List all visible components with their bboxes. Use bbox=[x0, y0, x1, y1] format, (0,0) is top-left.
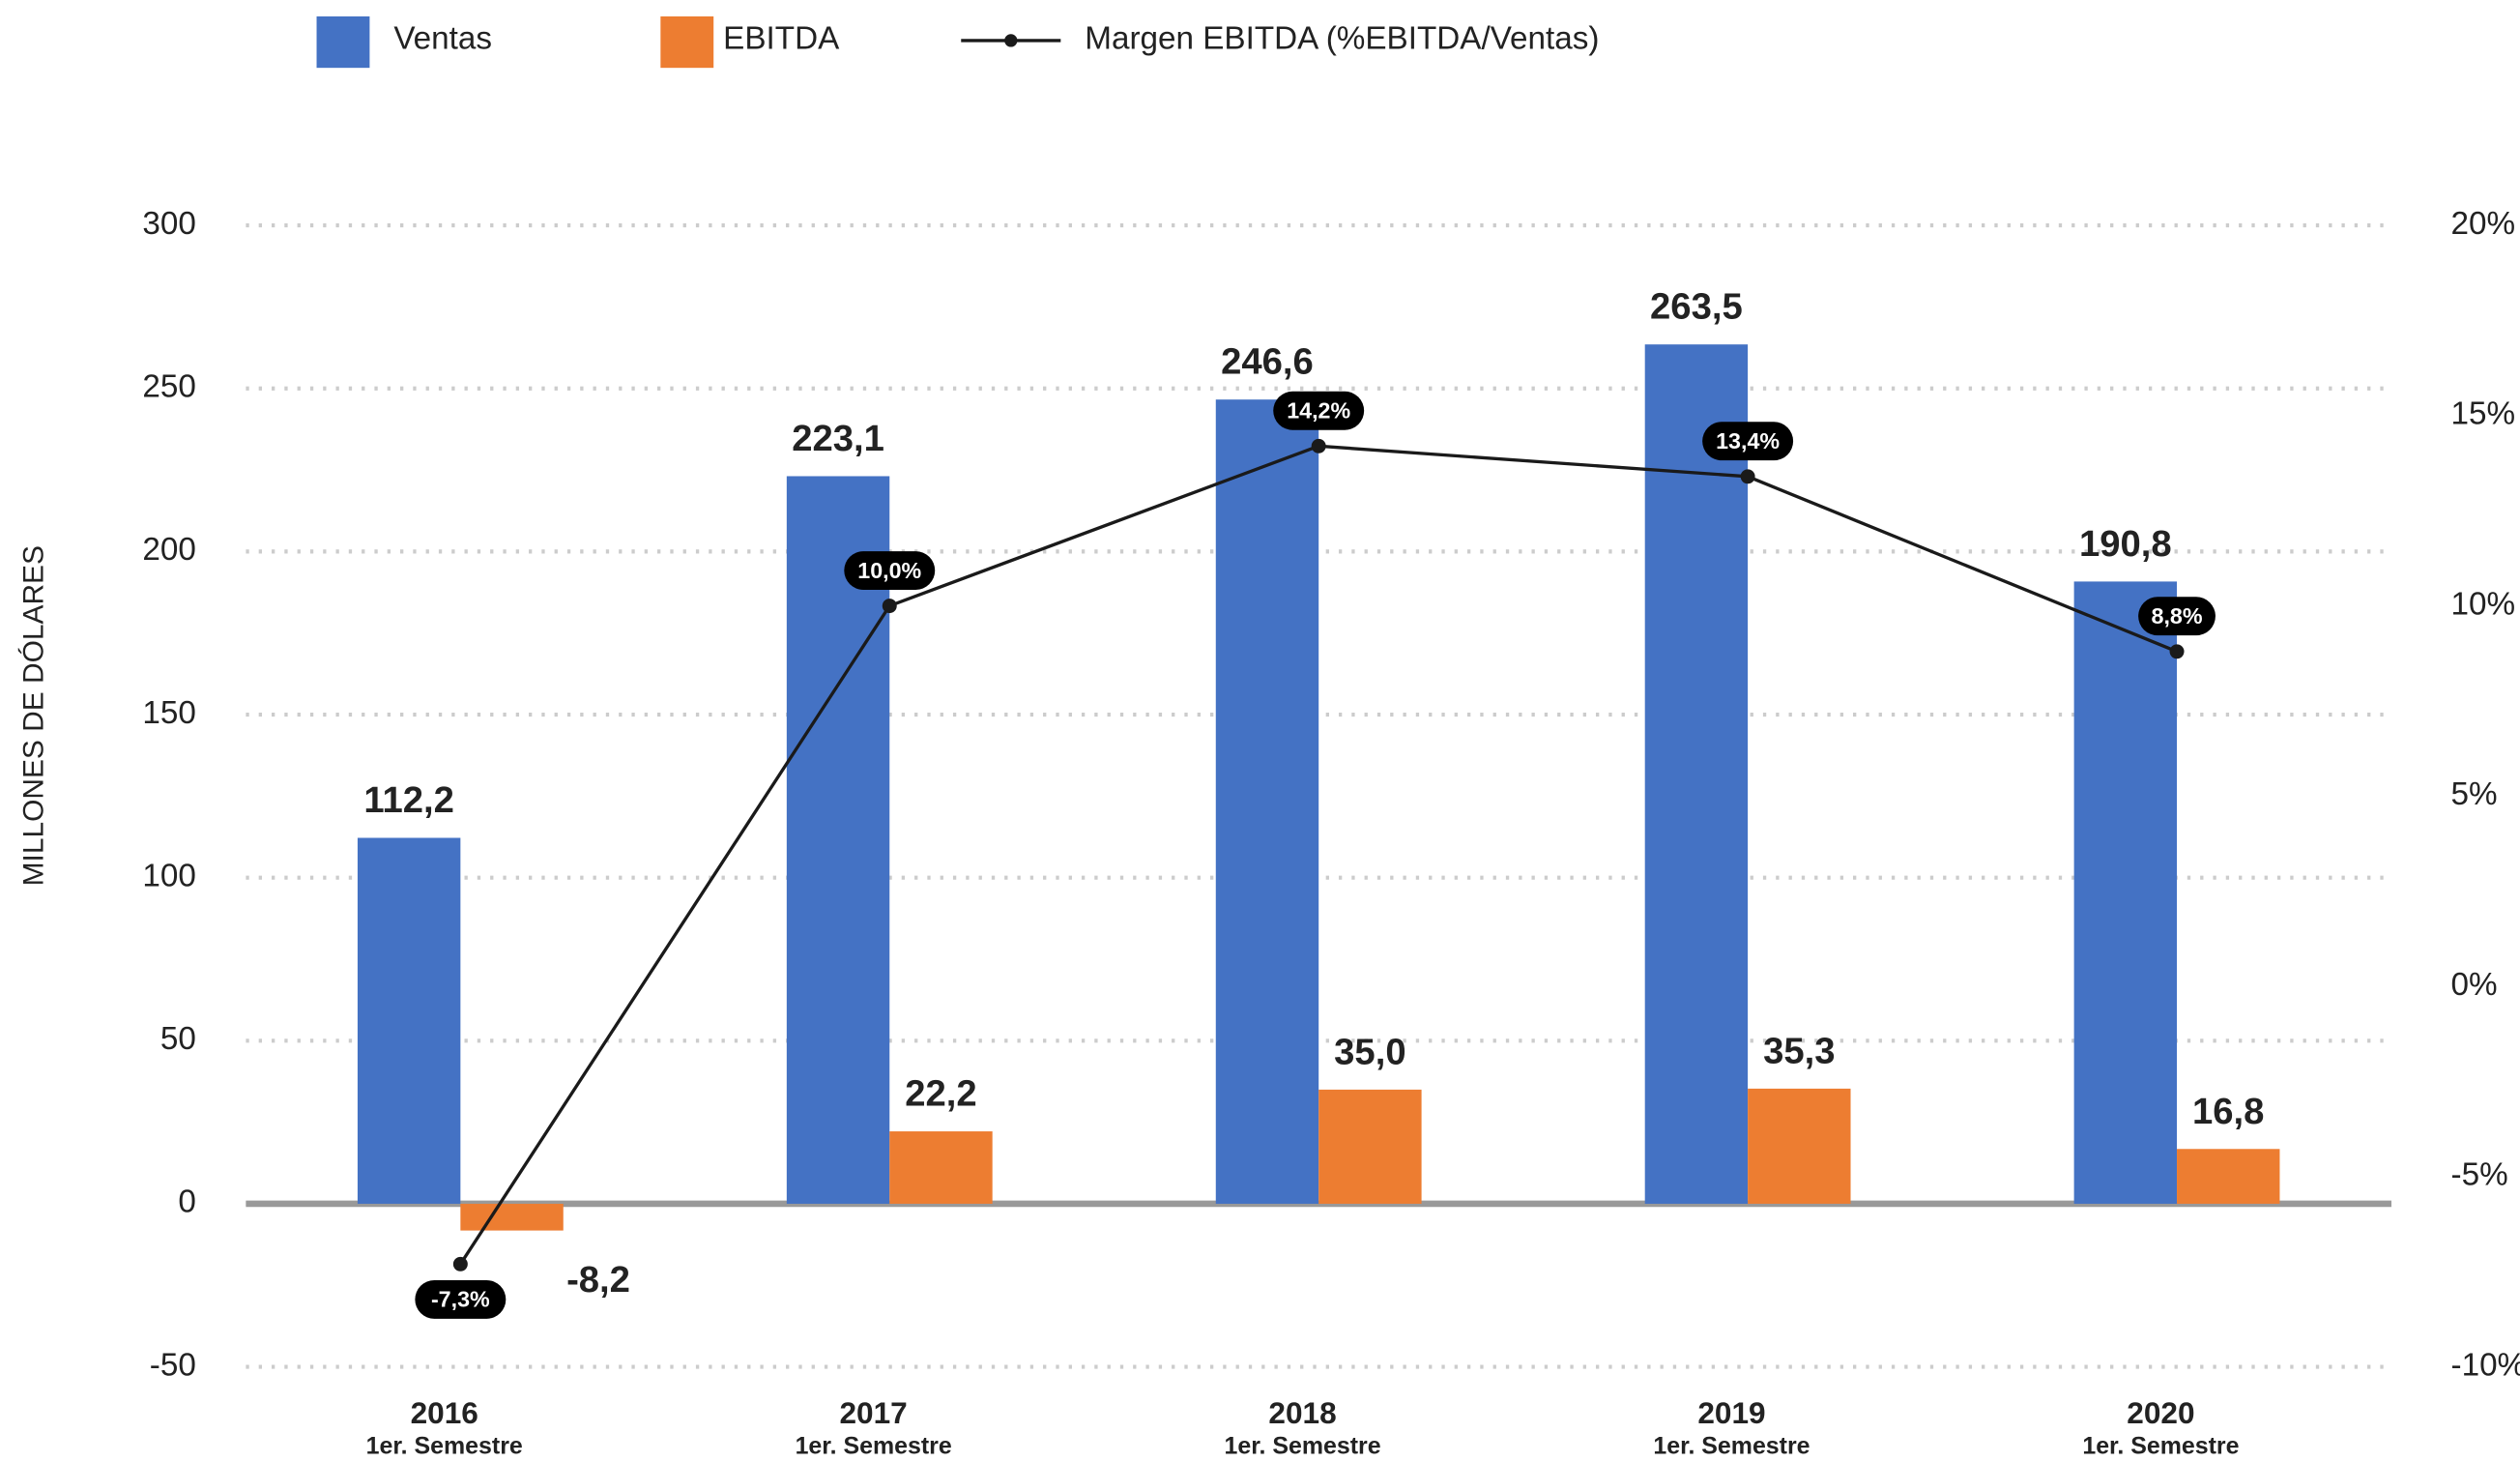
y-tick-label: -50 bbox=[150, 1347, 196, 1383]
line-marker bbox=[882, 599, 897, 614]
x-tick-sublabel: 1er. Semestre bbox=[796, 1432, 952, 1459]
bar bbox=[460, 1203, 564, 1231]
bar bbox=[889, 1131, 993, 1204]
y-tick-label: 50 bbox=[160, 1021, 196, 1057]
data-label: 10,0% bbox=[857, 558, 921, 583]
label-pill bbox=[2138, 597, 2216, 636]
legend-swatch bbox=[660, 15, 714, 69]
legend-label: Margen EBITDA (%EBITDA/Ventas) bbox=[1085, 21, 1599, 57]
x-tick-sublabel: 1er. Semestre bbox=[366, 1432, 523, 1459]
line-marker bbox=[1740, 469, 1755, 484]
x-tick-sublabel: 1er. Semestre bbox=[2082, 1432, 2239, 1459]
y-tick-label: 100 bbox=[142, 858, 195, 893]
bar bbox=[2073, 581, 2178, 1204]
x-tick-label: 2018 bbox=[1268, 1395, 1336, 1430]
y2-tick-label: 15% bbox=[2451, 396, 2516, 432]
bar bbox=[1318, 1089, 1422, 1204]
bar bbox=[1644, 344, 1749, 1204]
line-marker bbox=[452, 1256, 468, 1272]
label-pill bbox=[844, 551, 936, 590]
bar bbox=[1215, 399, 1319, 1204]
y-tick-label: 200 bbox=[142, 532, 195, 568]
data-label: 35,3 bbox=[1763, 1030, 1835, 1071]
legend-label: EBITDA bbox=[723, 21, 840, 57]
y-tick-label: 300 bbox=[142, 206, 195, 242]
bar bbox=[2177, 1149, 2280, 1204]
data-label: 223,1 bbox=[792, 418, 884, 459]
x-tick-label: 2016 bbox=[411, 1395, 478, 1430]
line-marker bbox=[1311, 438, 1326, 453]
y-tick-label: 0 bbox=[178, 1184, 196, 1220]
x-tick-label: 2017 bbox=[840, 1395, 908, 1430]
data-label: 190,8 bbox=[2079, 523, 2172, 565]
bar bbox=[1748, 1088, 1851, 1204]
x-tick-label: 2020 bbox=[2127, 1395, 2194, 1430]
data-label: 263,5 bbox=[1650, 286, 1743, 328]
data-label: 35,0 bbox=[1334, 1031, 1405, 1072]
data-label: 16,8 bbox=[2192, 1091, 2264, 1132]
y2-tick-label: 0% bbox=[2451, 967, 2498, 1003]
y-axis-label: MILLONES DE DÓLARES bbox=[17, 545, 49, 886]
x-tick-sublabel: 1er. Semestre bbox=[1653, 1432, 1810, 1459]
data-label: 22,2 bbox=[905, 1073, 976, 1115]
data-label: -8,2 bbox=[566, 1259, 630, 1301]
legend-swatch bbox=[316, 15, 370, 69]
y2-tick-label: -5% bbox=[2451, 1157, 2508, 1193]
y2-tick-label: 10% bbox=[2451, 586, 2516, 622]
label-pill bbox=[415, 1279, 507, 1319]
label-pill bbox=[1273, 391, 1365, 430]
y2-tick-label: 20% bbox=[2451, 206, 2516, 242]
x-tick-label: 2019 bbox=[1697, 1395, 1765, 1430]
legend-marker bbox=[1004, 34, 1018, 47]
bar bbox=[357, 837, 461, 1204]
data-label: 14,2% bbox=[1287, 398, 1350, 424]
data-label: 8,8% bbox=[2152, 603, 2203, 629]
data-label: 112,2 bbox=[363, 779, 454, 821]
y2-tick-label: -10% bbox=[2451, 1347, 2520, 1383]
label-pill bbox=[1702, 422, 1794, 461]
y2-tick-label: 5% bbox=[2451, 776, 2498, 812]
line-marker bbox=[2169, 644, 2185, 659]
data-label: 246,6 bbox=[1221, 341, 1314, 383]
data-label: 13,4% bbox=[1716, 428, 1780, 453]
y-tick-label: 250 bbox=[142, 369, 195, 405]
x-tick-sublabel: 1er. Semestre bbox=[1224, 1432, 1380, 1459]
data-label: -7,3% bbox=[431, 1287, 490, 1312]
bar bbox=[786, 476, 890, 1204]
legend-label: Ventas bbox=[393, 21, 492, 57]
y-tick-label: 150 bbox=[142, 695, 195, 731]
